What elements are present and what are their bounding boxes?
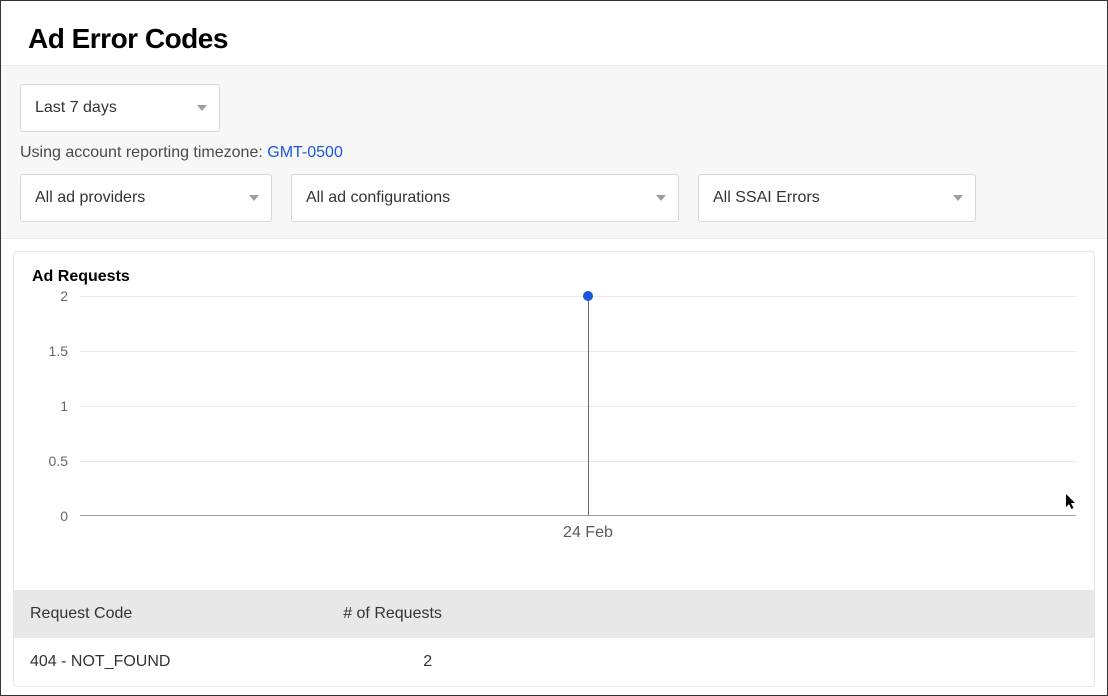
chart-x-tick-label: 24 Feb	[563, 524, 613, 542]
chart-plot-region: 24 Feb	[80, 296, 1076, 516]
error-count-cell: 2	[327, 638, 1094, 686]
chart-gridline	[80, 406, 1076, 407]
filter-row-selects: All ad providers All ad configurations A…	[20, 174, 1088, 222]
error-table-header-row: Request Code # of Requests	[14, 590, 1094, 638]
chart-data-point	[583, 291, 593, 301]
chart-y-labels: 21.510.50	[32, 296, 74, 516]
chevron-down-icon	[953, 195, 963, 201]
chart-gridline	[80, 296, 1076, 297]
chart-x-axis	[80, 515, 1076, 516]
error-table-header-code: Request Code	[14, 590, 327, 638]
chart-title: Ad Requests	[14, 252, 1094, 286]
chevron-down-icon	[249, 195, 259, 201]
timezone-prefix: Using account reporting timezone:	[20, 144, 267, 161]
chevron-down-icon	[197, 105, 207, 111]
chart-gridline	[80, 461, 1076, 462]
page-header: Ad Error Codes	[1, 1, 1107, 65]
chart-y-tick-label: 2	[60, 288, 68, 304]
ad-configurations-value: All ad configurations	[306, 189, 450, 207]
filter-row-date: Last 7 days Using account reporting time…	[20, 84, 1088, 162]
chart-gridline	[80, 351, 1076, 352]
chart-y-tick-label: 1.5	[49, 343, 68, 359]
chart-y-tick-label: 0	[60, 508, 68, 524]
chart-y-tick-label: 1	[60, 398, 68, 414]
chart-y-tick-label: 0.5	[49, 453, 68, 469]
error-table: Request Code # of Requests 404 - NOT_FOU…	[14, 590, 1094, 686]
date-range-select[interactable]: Last 7 days	[20, 84, 220, 132]
ssai-errors-select[interactable]: All SSAI Errors	[698, 174, 976, 222]
chart-area: 21.510.50 24 Feb	[32, 296, 1076, 566]
ad-configurations-select[interactable]: All ad configurations	[291, 174, 679, 222]
chart-card: Ad Requests 2 1.5 1 0.5 0 24 Feb Request Cod…	[13, 251, 1095, 687]
table-row: 404 - NOT_FOUND2	[14, 638, 1094, 686]
chevron-down-icon	[656, 195, 666, 201]
filter-bar: Last 7 days Using account reporting time…	[1, 65, 1107, 239]
timezone-link[interactable]: GMT-0500	[267, 144, 343, 161]
page-title: Ad Error Codes	[28, 23, 1080, 55]
chart-data-stem	[588, 296, 589, 516]
timezone-info: Using account reporting timezone: GMT-05…	[20, 144, 1088, 162]
error-code-cell: 404 - NOT_FOUND	[14, 638, 327, 686]
ad-providers-value: All ad providers	[35, 189, 145, 207]
date-range-value: Last 7 days	[35, 99, 117, 117]
error-table-header-count: # of Requests	[327, 590, 1094, 638]
ssai-errors-value: All SSAI Errors	[713, 189, 820, 207]
ad-providers-select[interactable]: All ad providers	[20, 174, 272, 222]
